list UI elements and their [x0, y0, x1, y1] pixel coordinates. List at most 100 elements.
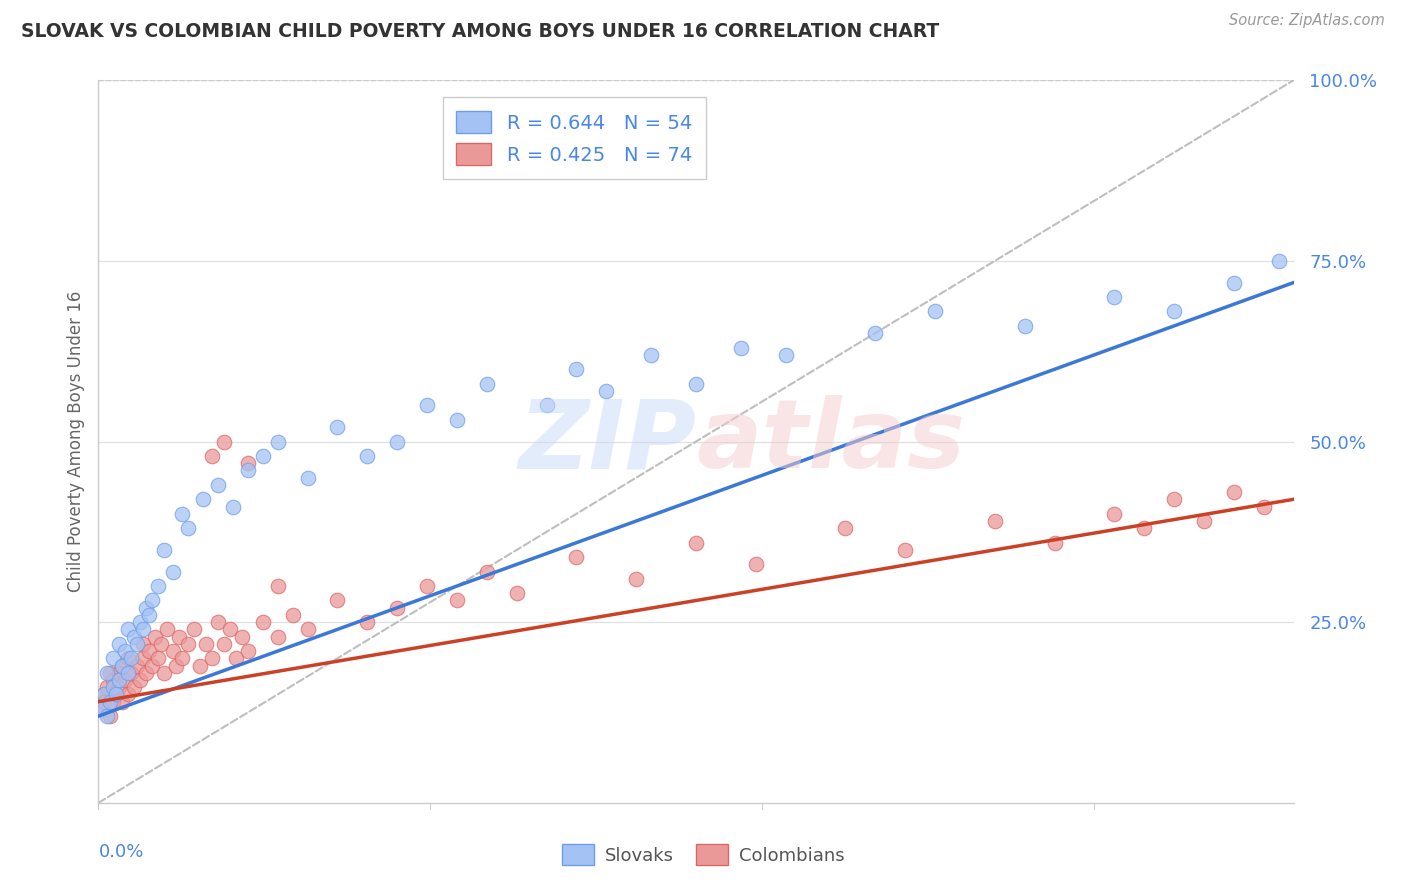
Point	[98, 695, 122, 709]
Point	[124, 630, 146, 644]
Point	[236, 463, 259, 477]
Point	[1043, 535, 1066, 549]
Point	[356, 615, 378, 630]
Point	[222, 500, 245, 514]
Point	[111, 695, 134, 709]
Point	[446, 593, 468, 607]
Point	[730, 341, 752, 355]
Point	[475, 376, 498, 391]
Point	[834, 521, 856, 535]
Point	[135, 600, 157, 615]
Point	[129, 673, 152, 687]
Point	[685, 376, 707, 391]
Point	[252, 615, 274, 630]
Point	[93, 687, 115, 701]
Point	[108, 680, 131, 694]
Point	[105, 687, 128, 701]
Point	[894, 542, 917, 557]
Point	[1104, 507, 1126, 521]
Point	[416, 579, 439, 593]
Point	[93, 687, 115, 701]
Point	[1267, 253, 1289, 268]
Point	[1223, 485, 1246, 500]
Point	[475, 565, 498, 579]
Point	[177, 521, 200, 535]
Point	[108, 637, 131, 651]
Point	[103, 695, 125, 709]
Point	[1104, 290, 1126, 304]
Point	[219, 623, 242, 637]
Point	[201, 651, 224, 665]
Point	[167, 630, 190, 644]
Point	[252, 449, 274, 463]
Point	[111, 658, 134, 673]
Point	[90, 702, 112, 716]
Point	[127, 658, 149, 673]
Text: Source: ZipAtlas.com: Source: ZipAtlas.com	[1229, 13, 1385, 29]
Point	[148, 579, 170, 593]
Point	[177, 637, 200, 651]
Point	[103, 673, 125, 687]
Point	[150, 637, 173, 651]
Point	[120, 665, 142, 680]
Point	[267, 630, 290, 644]
Point	[153, 665, 176, 680]
Point	[924, 304, 946, 318]
Point	[195, 637, 218, 651]
Text: SLOVAK VS COLOMBIAN CHILD POVERTY AMONG BOYS UNDER 16 CORRELATION CHART: SLOVAK VS COLOMBIAN CHILD POVERTY AMONG …	[21, 22, 939, 41]
Point	[132, 623, 155, 637]
Point	[111, 658, 134, 673]
Point	[96, 665, 118, 680]
Point	[117, 665, 139, 680]
Point	[108, 665, 131, 680]
Point	[114, 673, 136, 687]
Point	[105, 687, 128, 701]
Point	[506, 586, 529, 600]
Point	[685, 535, 707, 549]
Point	[183, 623, 205, 637]
Point	[536, 398, 558, 412]
Point	[745, 558, 768, 572]
Y-axis label: Child Poverty Among Boys Under 16: Child Poverty Among Boys Under 16	[66, 291, 84, 592]
Point	[1133, 521, 1156, 535]
Point	[120, 651, 142, 665]
Point	[143, 630, 166, 644]
Point	[1014, 318, 1036, 333]
Point	[236, 644, 259, 658]
Point	[297, 470, 319, 484]
Point	[90, 702, 112, 716]
Point	[172, 651, 194, 665]
Point	[138, 607, 160, 622]
Point	[103, 651, 125, 665]
Point	[595, 384, 617, 398]
Point	[212, 637, 235, 651]
Point	[135, 665, 157, 680]
Text: ZIP: ZIP	[517, 395, 696, 488]
Point	[117, 651, 139, 665]
Point	[172, 507, 194, 521]
Point	[141, 593, 163, 607]
Text: atlas: atlas	[696, 395, 965, 488]
Point	[267, 434, 290, 449]
Point	[98, 709, 122, 723]
Point	[207, 615, 229, 630]
Legend: R = 0.644   N = 54, R = 0.425   N = 74: R = 0.644 N = 54, R = 0.425 N = 74	[443, 97, 706, 179]
Point	[326, 593, 349, 607]
Point	[96, 680, 118, 694]
Point	[326, 420, 349, 434]
Point	[153, 542, 176, 557]
Point	[124, 680, 146, 694]
Point	[297, 623, 319, 637]
Point	[281, 607, 304, 622]
Point	[191, 492, 214, 507]
Point	[96, 709, 118, 723]
Point	[640, 348, 662, 362]
Point	[138, 644, 160, 658]
Point	[385, 600, 409, 615]
Point	[1163, 492, 1185, 507]
Point	[565, 550, 588, 565]
Point	[93, 695, 115, 709]
Point	[416, 398, 439, 412]
Point	[127, 637, 149, 651]
Point	[103, 680, 125, 694]
